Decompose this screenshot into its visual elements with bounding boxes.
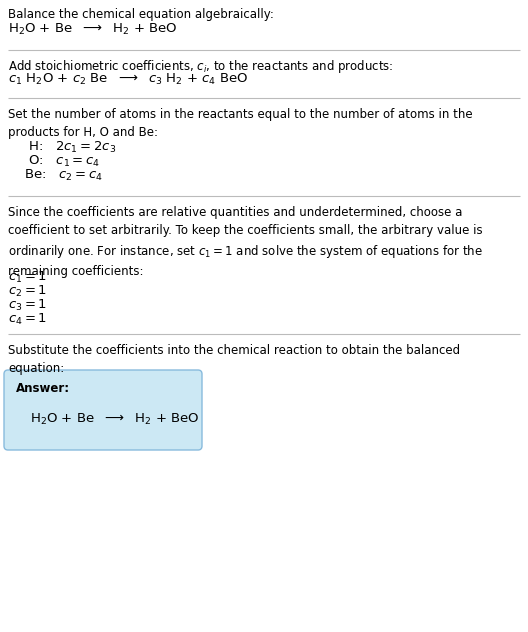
Text: Set the number of atoms in the reactants equal to the number of atoms in the
pro: Set the number of atoms in the reactants… bbox=[8, 108, 473, 139]
Text: H:   $2 c_1 = 2 c_3$: H: $2 c_1 = 2 c_3$ bbox=[24, 140, 116, 155]
Text: H$_2$O + Be  $\longrightarrow$  H$_2$ + BeO: H$_2$O + Be $\longrightarrow$ H$_2$ + Be… bbox=[30, 412, 200, 427]
FancyBboxPatch shape bbox=[4, 370, 202, 450]
Text: Since the coefficients are relative quantities and underdetermined, choose a
coe: Since the coefficients are relative quan… bbox=[8, 206, 483, 278]
Text: $c_4 = 1$: $c_4 = 1$ bbox=[8, 312, 47, 327]
Text: Balance the chemical equation algebraically:: Balance the chemical equation algebraica… bbox=[8, 8, 274, 21]
Text: O:   $c_1 = c_4$: O: $c_1 = c_4$ bbox=[24, 154, 100, 169]
Text: $c_3 = 1$: $c_3 = 1$ bbox=[8, 298, 47, 313]
Text: Answer:: Answer: bbox=[16, 382, 70, 395]
Text: Add stoichiometric coefficients, $c_i$, to the reactants and products:: Add stoichiometric coefficients, $c_i$, … bbox=[8, 58, 393, 75]
Text: $c_2 = 1$: $c_2 = 1$ bbox=[8, 284, 47, 299]
Text: H$_2$O + Be  $\longrightarrow$  H$_2$ + BeO: H$_2$O + Be $\longrightarrow$ H$_2$ + Be… bbox=[8, 22, 177, 37]
Text: $c_1$ H$_2$O + $c_2$ Be  $\longrightarrow$  $c_3$ H$_2$ + $c_4$ BeO: $c_1$ H$_2$O + $c_2$ Be $\longrightarrow… bbox=[8, 72, 248, 87]
Text: Be:   $c_2 = c_4$: Be: $c_2 = c_4$ bbox=[24, 168, 103, 183]
Text: $c_1 = 1$: $c_1 = 1$ bbox=[8, 270, 47, 285]
Text: Substitute the coefficients into the chemical reaction to obtain the balanced
eq: Substitute the coefficients into the che… bbox=[8, 344, 460, 375]
